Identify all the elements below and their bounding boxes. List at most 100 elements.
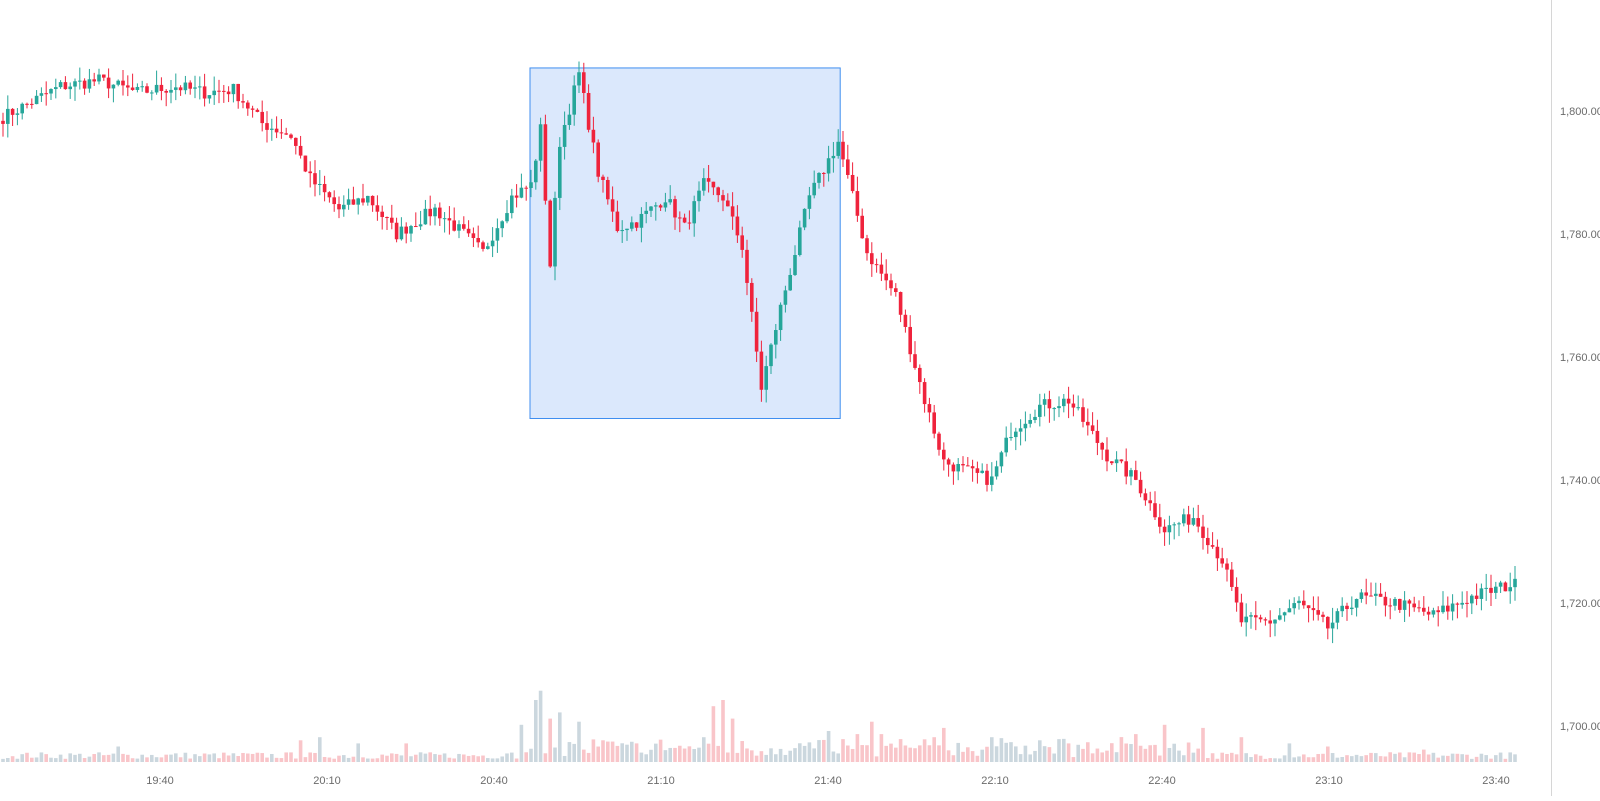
candle-body (1234, 586, 1239, 603)
volume-bar (966, 747, 970, 762)
candle-body (543, 124, 548, 201)
candle-body (985, 470, 989, 485)
volume-bar (1374, 753, 1378, 762)
candle-body (351, 199, 356, 205)
candle-body (927, 404, 932, 413)
candle-body (687, 222, 692, 224)
volume-bar (274, 757, 279, 762)
selection-box[interactable] (529, 67, 841, 419)
candle-body (1114, 459, 1119, 464)
candle-body (476, 238, 480, 243)
candle-body (946, 459, 951, 465)
volume-bar (1090, 753, 1095, 762)
volume-bar (500, 756, 504, 762)
volume-bar (1105, 750, 1109, 762)
volume-bar (1182, 755, 1186, 762)
volume-bar (1388, 752, 1392, 762)
candle-body (510, 195, 514, 214)
candle-body (452, 220, 456, 231)
candle-body (236, 83, 240, 102)
candle-body (1239, 602, 1244, 623)
candle-body (1110, 461, 1114, 464)
volume-bar (1177, 750, 1181, 762)
candle-body (514, 195, 519, 198)
y-tick-label: 1,700.00 (1560, 721, 1600, 733)
volume-bar (1378, 756, 1383, 762)
time-axis[interactable]: 19:40 20:10 20:40 21:10 21:40 22:10 22:40 23:10… (146, 775, 1510, 787)
volume-bar (1292, 757, 1296, 762)
volume-bar (543, 753, 548, 762)
candle-body (889, 280, 893, 289)
volume-bar (927, 745, 932, 762)
candle-body (538, 124, 543, 161)
candle-body (961, 464, 965, 466)
candle-body (505, 213, 509, 222)
volume-bar (740, 741, 744, 762)
candle-body (951, 464, 956, 472)
candle-body (1278, 615, 1282, 620)
candle-body (1350, 607, 1354, 610)
volume-bar (10, 756, 15, 762)
candle-body (44, 93, 48, 95)
volume-bar (1306, 757, 1311, 762)
volume-bar (447, 757, 452, 762)
volume-bar (1004, 742, 1008, 762)
volume-bar (510, 752, 514, 762)
candle-body (586, 92, 591, 130)
volume-bar (1206, 758, 1210, 762)
candle-body (1095, 430, 1100, 443)
candle-body (558, 146, 562, 198)
candle-body (1494, 586, 1498, 593)
volume-bar (754, 755, 759, 762)
candle-body (178, 87, 183, 91)
candle-body (121, 80, 125, 86)
candle-body (130, 87, 135, 90)
candle-body (1345, 605, 1349, 610)
volume-bar (524, 752, 528, 762)
candle-body (1148, 500, 1152, 504)
candle-body (318, 183, 322, 185)
candle-body (649, 206, 653, 211)
volume-bar (562, 755, 567, 762)
candle-body (284, 133, 288, 135)
candle-body (798, 227, 802, 255)
volume-bar (154, 757, 159, 762)
volume-bar (1095, 748, 1100, 762)
volume-bar (898, 739, 903, 762)
volume-bar (1460, 754, 1464, 762)
candle-body (15, 113, 20, 115)
candle-body (764, 366, 768, 390)
volume-bar (778, 748, 783, 762)
volume-bar (375, 758, 380, 762)
volume-bar (490, 758, 495, 762)
candle-body (615, 211, 620, 232)
candle-body (994, 466, 999, 477)
candle-body (788, 274, 792, 291)
candle-body (1388, 605, 1392, 607)
candle-body (183, 82, 188, 91)
candle-body (1306, 605, 1311, 609)
candle-body (82, 80, 87, 89)
volume-bar (404, 743, 408, 762)
price-axis[interactable]: 1,800.00 1,780.00 1,760.00 1,740.00 1,720.00… (1560, 106, 1600, 733)
volume-bar (1119, 737, 1124, 762)
selection-layer (529, 67, 841, 419)
volume-bar (1263, 758, 1268, 762)
volume-bar (759, 751, 764, 762)
volume-bar (889, 743, 893, 762)
volume-bar (519, 724, 524, 762)
volume-bar (1220, 752, 1224, 762)
volume-bar (222, 752, 226, 762)
volume-bar (1071, 757, 1076, 762)
x-tick-label: 20:10 (313, 775, 341, 787)
candle-body (414, 226, 418, 228)
candle-body (294, 137, 298, 146)
candle-body (150, 92, 154, 94)
volume-bar (212, 753, 216, 762)
candle-body (241, 101, 245, 103)
volume-bar (716, 745, 720, 762)
volume-bar (342, 755, 346, 762)
volume-bar (49, 757, 53, 762)
